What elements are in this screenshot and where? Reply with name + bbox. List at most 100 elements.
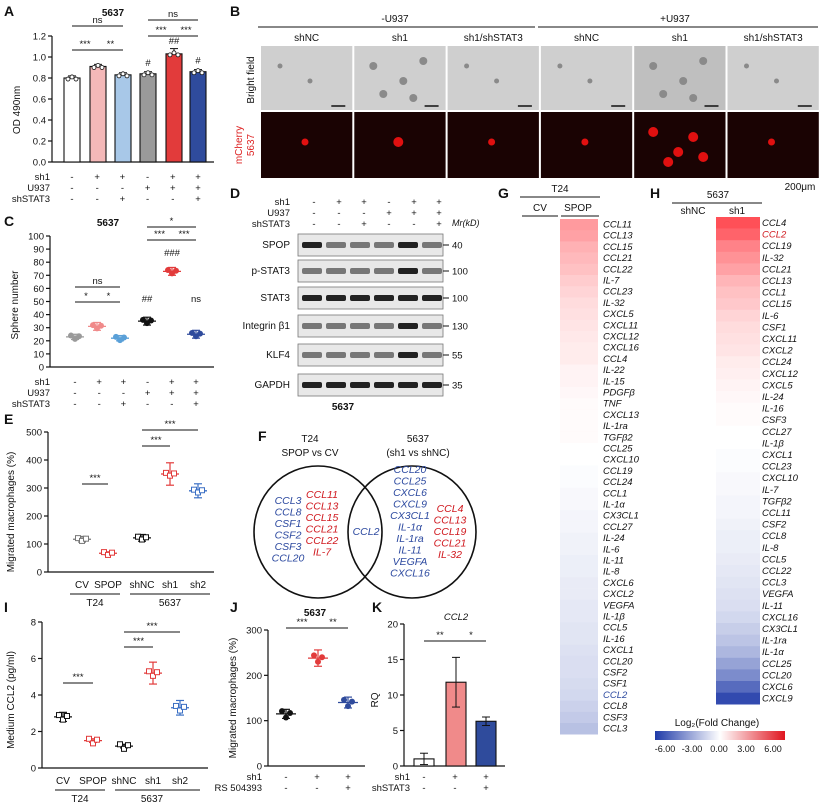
panel-j-sig-label: *** [296, 617, 307, 628]
panel-c-row-sign: + [193, 388, 199, 399]
venn-left-circle [253, 465, 383, 599]
blot-mw-label: 35 [452, 381, 463, 392]
heatmap-g-gene-label: IL-32 [603, 298, 625, 309]
heatmap-g-cell [560, 297, 598, 309]
panel-a-y-tick-label: 1.0 [33, 53, 46, 64]
heatmap-g-gene-label: IL-15 [603, 376, 625, 387]
panel-a-row-sign: - [96, 183, 99, 194]
heatmap-h-cell [672, 565, 716, 577]
heatmap-g-cell [522, 678, 560, 690]
panel-d-row-sign: + [361, 219, 367, 230]
heatmap-h-cell [716, 344, 760, 357]
panel-i-sig-label: *** [72, 672, 83, 683]
heatmap-g-cell [560, 241, 598, 253]
heatmap-g-cell [522, 667, 560, 679]
panel-d-cell-line: 5637 [332, 402, 355, 413]
heatmap-g-cell [522, 375, 560, 388]
panel-a-row-label: sh1 [35, 172, 50, 183]
panel-i-point [117, 741, 123, 748]
blot-band [422, 268, 442, 274]
panel-k-bar [475, 720, 497, 767]
venn-right-gene-down: CXCL16 [390, 568, 430, 580]
panel-a-bar [89, 65, 107, 163]
panel-c-sig-label: * [107, 291, 111, 302]
panel-c-ylabel: Sphere number [10, 270, 21, 340]
panel-letter-c: C [4, 213, 14, 229]
heatmap-g-gene-label: VEGFA [603, 600, 635, 611]
blot-band [302, 268, 322, 274]
bright-field-cell [649, 62, 658, 70]
heatmap-g-cell [560, 443, 598, 455]
heatmap-g-gene-label: IL-7 [603, 276, 620, 287]
heatmap-g-cell [560, 387, 598, 399]
heatmap-g-cell [560, 398, 598, 410]
heatmap-h-cell [672, 495, 716, 508]
heatmap-h-cell [716, 251, 760, 264]
panel-k-y-tick-label: 10 [387, 691, 398, 702]
panel-a-sig-label: ns [92, 15, 102, 26]
panel-j-point [311, 652, 317, 659]
panel-h-legend-title: Log₂(Fold Change) [675, 718, 760, 729]
heatmap-g-gene-label: IL-24 [603, 533, 625, 544]
panel-i-point [64, 712, 70, 719]
panel-e-point [199, 487, 205, 494]
panel-i-point [150, 672, 156, 679]
panel-j-row-sign: - [284, 772, 287, 783]
panel-f-left-title-b: SPOP vs CV [281, 448, 338, 459]
venn-right-gene-up: CCL13 [434, 515, 467, 527]
heatmap-g-cell [522, 711, 560, 724]
panel-a-row-sign: + [120, 194, 126, 205]
heatmap-g-gene-label: IL-1β [603, 612, 625, 623]
panel-c-point [90, 322, 96, 329]
panel-c-row-sign: - [98, 388, 101, 399]
panel-a-row-sign: + [120, 172, 126, 183]
heatmap-g-gene-label: CCL13 [603, 231, 633, 242]
panel-c-point [148, 317, 154, 324]
heatmap-g-cell [560, 599, 598, 612]
panel-a-y-tick-label: 0.8 [33, 74, 46, 85]
panel-j-point [341, 696, 347, 703]
heatmap-g-cell [560, 499, 598, 511]
heatmap-g-cell [560, 420, 598, 433]
heatmap-h-cell [672, 646, 716, 659]
panel-e-point [171, 470, 177, 477]
heatmap-g-gene-label: TGFβ2 [603, 432, 633, 443]
panel-a-y-tick-label: 0.2 [33, 137, 46, 148]
bright-field-image [261, 46, 353, 110]
panel-c-row-sign: + [96, 377, 102, 388]
panel-a-point [65, 76, 71, 82]
panel-i-category: CV [56, 776, 70, 787]
panel-a-point [167, 52, 173, 58]
heatmap-g-cell [522, 387, 560, 399]
panel-i-sig-label: *** [146, 621, 157, 632]
heatmap-h-cell [672, 507, 716, 519]
panel-k-y-tick-label: 0 [393, 762, 398, 773]
panel-c-sig-label: *** [154, 229, 165, 240]
panel-letter-e: E [4, 411, 13, 427]
heatmap-g-gene-label: IL-22 [603, 365, 625, 376]
heatmap-h-cell [672, 240, 716, 253]
panel-e-sig-label: *** [164, 419, 175, 430]
panel-f-right-title-b: (sh1 vs shNC) [386, 448, 449, 459]
heatmap-g-cell [560, 219, 598, 231]
panel-e-y-tick-label: 200 [26, 512, 42, 523]
blot-band [374, 295, 394, 301]
panel-c-row-sign: - [73, 377, 76, 388]
panel-e-point [109, 549, 115, 556]
heatmap-h-cell [672, 379, 716, 392]
heatmap-h-cell [716, 692, 760, 705]
panel-i: Medium CCL2 (pg/ml) [6, 651, 17, 749]
panel-a-row-sign: - [146, 172, 149, 183]
heatmap-h-cell [716, 449, 760, 461]
heatmap-h-cell [716, 391, 760, 403]
heatmap-h-cell [716, 669, 760, 682]
panel-c-sig-label: *** [178, 229, 189, 240]
heatmap-h-gene-label: CCL27 [762, 427, 792, 438]
panel-b-row2-label-a: mCherry [234, 126, 245, 164]
venn-right-gene-down: CCL25 [394, 476, 427, 488]
panel-a-point [91, 65, 97, 70]
blot-band [422, 242, 442, 248]
panel-c-y-tick-label: 50 [33, 297, 44, 308]
heatmap-h-cell [672, 530, 716, 543]
blot-band [350, 242, 370, 248]
